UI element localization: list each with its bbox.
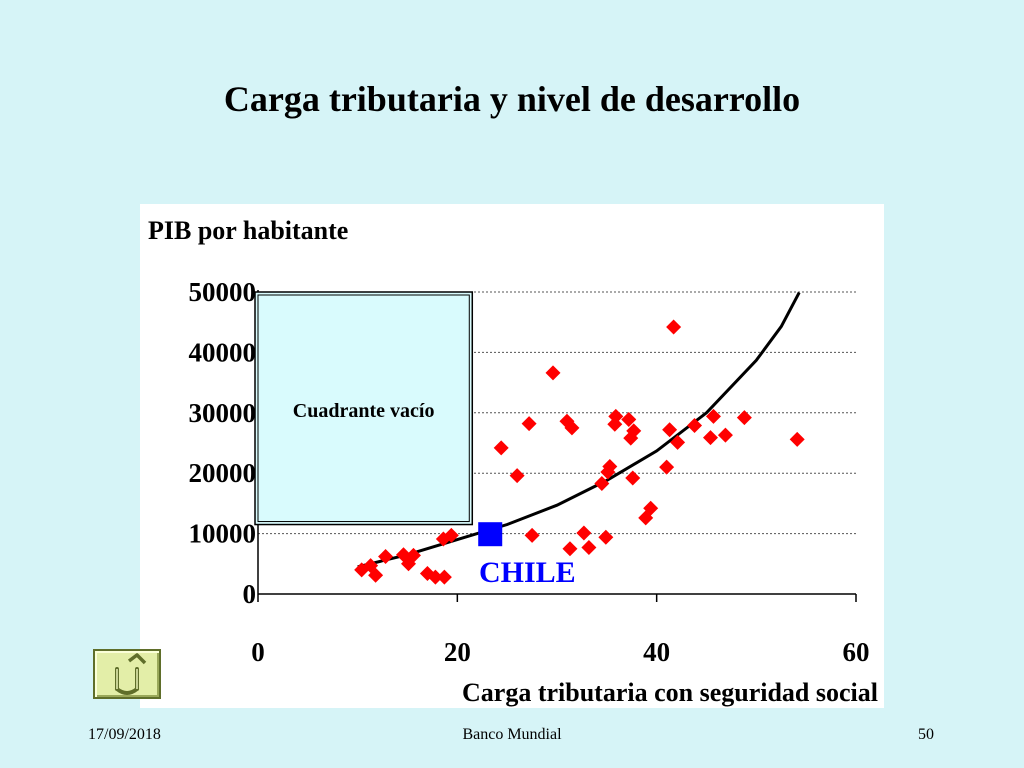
empty-quadrant: Cuadrante vacío [254, 291, 474, 526]
data-point [687, 417, 703, 433]
data-point [405, 547, 421, 563]
data-point [643, 500, 659, 516]
y-tick-label: 50000 [189, 277, 257, 307]
y-tick-label: 0 [243, 579, 257, 609]
data-point [368, 567, 384, 583]
chart-labels: PIB por habitante Carga tributaria con s… [148, 216, 878, 707]
data-point [621, 411, 637, 427]
empty-quadrant-label: Cuadrante vacío [293, 400, 435, 422]
data-point [545, 365, 561, 381]
data-point [602, 459, 618, 475]
data-point [598, 529, 614, 545]
trendline [357, 291, 801, 569]
data-point [717, 427, 733, 443]
data-point [594, 475, 610, 491]
chile-highlight-marker [478, 522, 503, 547]
u-turn-back-icon [115, 653, 147, 695]
data-point [666, 319, 682, 335]
data-point [705, 408, 721, 424]
y-tick-label: 30000 [189, 398, 257, 428]
data-point [509, 468, 525, 484]
y-tick-label: 40000 [189, 337, 257, 367]
data-point [363, 558, 379, 574]
scatter-chart: Cuadrante vacío PIB por habitante Carga … [140, 204, 884, 708]
data-point [736, 410, 752, 426]
empty-quadrant-box [254, 291, 474, 526]
data-point [521, 416, 537, 432]
data-point [564, 420, 580, 436]
y-axis-label: PIB por habitante [148, 216, 348, 245]
y-tick-label: 10000 [189, 519, 257, 549]
data-point [702, 430, 718, 446]
data-point [670, 434, 686, 450]
x-axis-label: Carga tributaria con seguridad social [462, 678, 878, 707]
empty-quadrant-inner-border [257, 294, 470, 523]
data-points [354, 319, 805, 585]
x-tick-label: 20 [444, 637, 471, 667]
data-point [562, 541, 578, 557]
data-point [626, 423, 642, 439]
data-point [524, 527, 540, 543]
data-point [576, 525, 592, 541]
y-tick-label: 20000 [189, 458, 257, 488]
data-point [662, 422, 678, 438]
data-point [789, 431, 805, 447]
x-tick-label: 60 [843, 637, 870, 667]
footer-page-number: 50 [918, 726, 934, 743]
data-point [427, 569, 443, 585]
x-tick-label: 40 [643, 637, 670, 667]
data-point [608, 408, 624, 424]
footer-date: 17/09/2018 [88, 726, 161, 743]
data-point [625, 470, 641, 486]
footer-source: Banco Mundial [462, 726, 562, 743]
trendline-path [357, 291, 801, 569]
x-tick-label: 0 [251, 637, 265, 667]
data-point [493, 440, 509, 456]
slide-title: Carga tributaria y nivel de desarrollo [223, 79, 801, 119]
back-button[interactable] [93, 649, 161, 699]
data-point [378, 549, 394, 565]
chile-label: CHILE [479, 556, 576, 589]
data-point [443, 527, 459, 543]
data-point [436, 569, 452, 585]
data-point [581, 539, 597, 555]
data-point [659, 459, 675, 475]
chart-svg: Cuadrante vacío PIB por habitante Carga … [148, 216, 878, 707]
data-point [354, 562, 370, 578]
